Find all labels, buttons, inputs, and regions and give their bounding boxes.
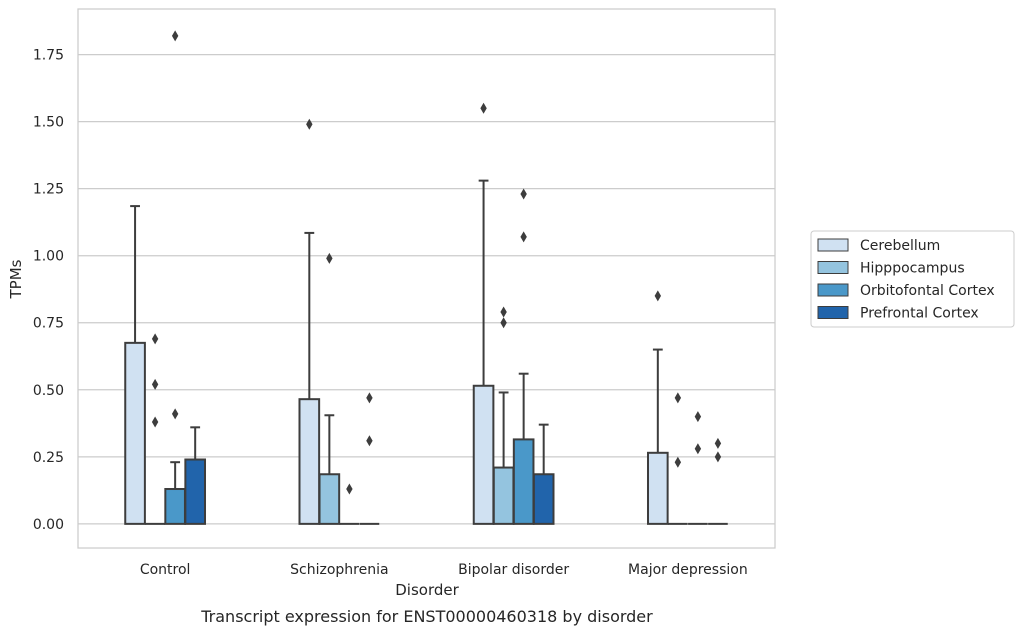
outlier-point bbox=[171, 408, 179, 420]
y-tick-label: 0.75 bbox=[33, 316, 64, 332]
y-axis-ticks: 0.00 0.25 0.50 0.75 1.00 1.25 1.50 1.75 bbox=[33, 48, 64, 533]
y-tick-label: 0.00 bbox=[33, 517, 64, 533]
legend-frame bbox=[810, 230, 1015, 328]
outlier-point bbox=[171, 30, 179, 42]
legend-label: Prefrontal Cortex bbox=[860, 306, 979, 322]
box bbox=[318, 473, 341, 525]
box bbox=[124, 341, 146, 525]
boxes bbox=[124, 30, 728, 525]
box bbox=[492, 466, 515, 525]
y-axis-label: TPMs bbox=[7, 259, 25, 299]
outlier-point bbox=[326, 252, 333, 264]
outlier-point bbox=[346, 483, 353, 495]
outlier-point bbox=[500, 306, 507, 318]
box bbox=[472, 384, 495, 525]
outlier-point bbox=[151, 378, 159, 390]
legend-swatch bbox=[817, 306, 849, 319]
x-tick-label: Schizophrenia bbox=[290, 562, 388, 578]
y-tick-label: 1.25 bbox=[33, 182, 64, 198]
legend-swatch bbox=[817, 238, 849, 252]
plot-frame bbox=[77, 8, 776, 549]
outlier-point bbox=[714, 437, 722, 449]
y-tick-label: 0.50 bbox=[33, 383, 64, 399]
outlier-point bbox=[654, 290, 662, 302]
outlier-point bbox=[151, 416, 159, 428]
box bbox=[512, 438, 535, 525]
outlier-point bbox=[694, 443, 702, 455]
box bbox=[164, 488, 186, 525]
legend-label: Hipppocampus bbox=[860, 261, 965, 277]
x-axis-ticks: Control Schizophrenia Bipolar disorder Majo… bbox=[140, 562, 748, 578]
outlier-point bbox=[500, 317, 507, 329]
legend-swatch bbox=[817, 261, 849, 274]
chart-caption: Transcript expression for ENST0000046031… bbox=[200, 607, 653, 626]
x-tick-label: Major depression bbox=[628, 562, 748, 578]
x-tick-label: Bipolar disorder bbox=[458, 562, 569, 578]
y-tick-label: 1.50 bbox=[33, 115, 64, 131]
outlier-point bbox=[520, 231, 527, 243]
outlier-point bbox=[694, 411, 702, 423]
outlier-point bbox=[714, 451, 722, 463]
outlier-point bbox=[366, 392, 373, 404]
box bbox=[646, 451, 669, 525]
outlier-point bbox=[366, 435, 373, 447]
y-tick-label: 0.25 bbox=[33, 450, 64, 466]
box bbox=[532, 473, 555, 525]
y-tick-label: 1.75 bbox=[33, 48, 64, 64]
legend-label: Cerebellum bbox=[860, 238, 940, 254]
x-axis-label: Disorder bbox=[395, 581, 459, 599]
box bbox=[298, 398, 321, 525]
outlier-point bbox=[306, 118, 313, 130]
outlier-point bbox=[151, 333, 159, 345]
box bbox=[184, 458, 207, 525]
legend: Cerebellum Hipppocampus Orbitofontal Corte… bbox=[810, 230, 1015, 328]
legend-swatch bbox=[817, 283, 849, 297]
legend-label: Orbitofontal Cortex bbox=[860, 283, 995, 299]
y-tick-label: 1.00 bbox=[33, 249, 64, 265]
outlier-point bbox=[674, 456, 682, 468]
outlier-point bbox=[520, 188, 527, 200]
outlier-point bbox=[480, 102, 487, 114]
gridlines bbox=[78, 53, 775, 525]
outlier-point bbox=[674, 392, 682, 404]
x-tick-label: Control bbox=[140, 562, 191, 578]
